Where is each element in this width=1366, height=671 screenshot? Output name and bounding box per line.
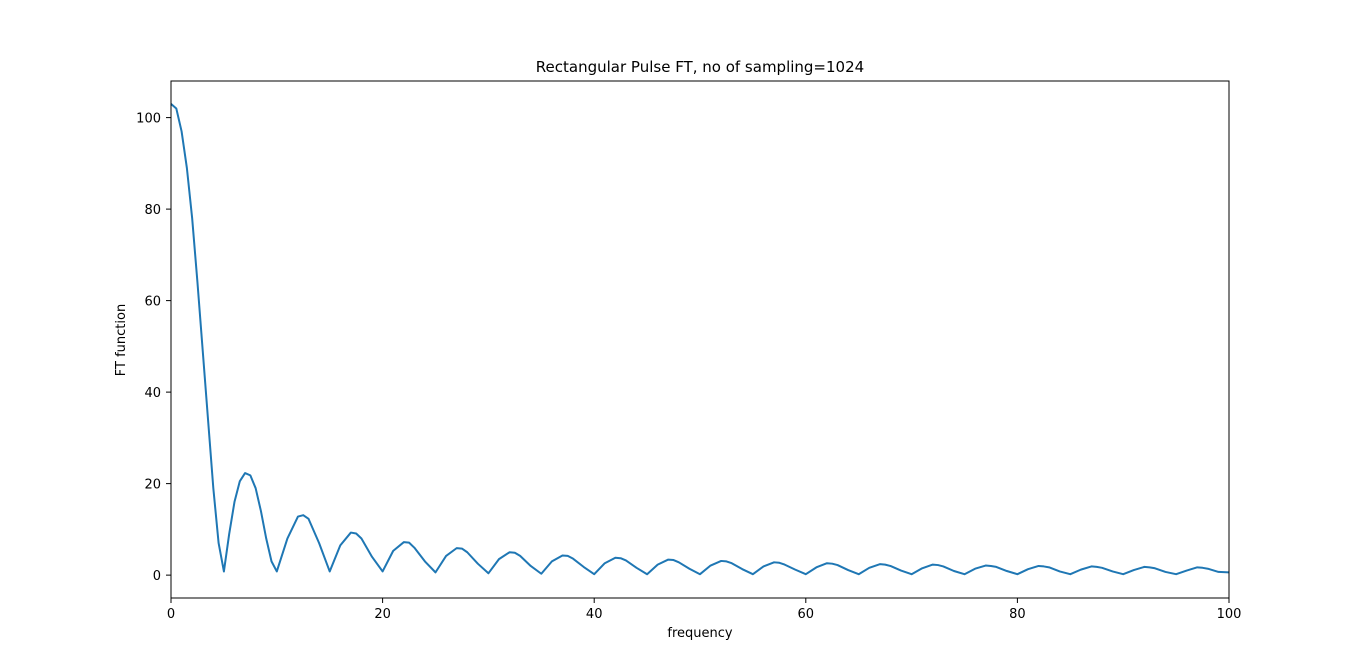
y-tick-label: 100 xyxy=(136,112,161,127)
series-line-0 xyxy=(170,103,1230,576)
y-tick-label: 80 xyxy=(144,203,161,218)
x-axis: 0 20 40 60 80 100 xyxy=(167,598,1242,622)
x-tick-label: 80 xyxy=(1009,607,1026,622)
x-tick-label: 20 xyxy=(374,607,391,622)
y-tick-label: 40 xyxy=(144,386,161,401)
y-tick-label: 60 xyxy=(144,295,161,310)
chart-title: Rectangular Pulse FT, no of sampling=102… xyxy=(536,58,864,76)
x-axis-label: frequency xyxy=(667,626,733,641)
x-tick-label: 60 xyxy=(798,607,815,622)
y-axis-label: FT function xyxy=(114,304,129,376)
x-tick-label: 40 xyxy=(586,607,603,622)
x-tick-label: 0 xyxy=(167,607,175,622)
y-tick-label: 20 xyxy=(144,478,161,493)
axes-frame xyxy=(170,80,1230,599)
x-tick-label: 100 xyxy=(1217,607,1242,622)
y-axis: 0 20 40 60 80 100 xyxy=(136,112,171,584)
plot-area xyxy=(170,103,1230,576)
y-tick-label: 0 xyxy=(153,569,161,584)
